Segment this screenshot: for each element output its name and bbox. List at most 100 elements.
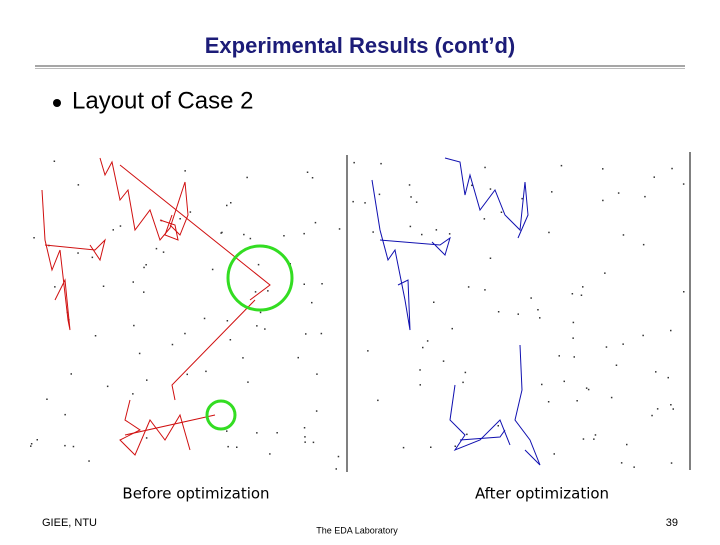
layout-dot — [189, 211, 192, 213]
layout-dot — [585, 387, 588, 389]
layout-dot — [77, 252, 79, 254]
layout-dot — [602, 168, 604, 170]
layout-dot — [230, 202, 232, 204]
layout-dot — [367, 350, 369, 352]
layout-dot — [672, 408, 674, 410]
layout-dot — [184, 332, 186, 335]
layout-dot — [541, 383, 543, 386]
layout-dot — [315, 410, 318, 412]
net — [379, 236, 451, 256]
net — [171, 299, 256, 401]
net — [99, 157, 189, 242]
layout-dot — [571, 293, 574, 295]
layout-dot — [145, 264, 147, 266]
layout-dot — [119, 225, 122, 227]
layout-dot — [430, 446, 432, 448]
layout-dot — [380, 162, 382, 165]
layout-dot — [622, 343, 624, 345]
layout-dot — [303, 283, 305, 285]
layout-dot — [433, 301, 435, 303]
layout-dot — [377, 399, 379, 402]
layout-dot — [64, 413, 66, 416]
footer-center: The EDA Laboratory — [316, 525, 398, 535]
layout-dot — [145, 437, 148, 439]
net — [371, 179, 411, 331]
layout-dot — [622, 234, 625, 236]
layout-dot — [644, 195, 646, 198]
layout-dot — [143, 266, 145, 269]
layout-dot — [602, 199, 604, 202]
layout-dot — [304, 436, 306, 438]
layout-dot — [264, 328, 266, 330]
layout-dot — [605, 346, 608, 348]
layout-dot — [521, 197, 523, 200]
layout-dot — [372, 231, 374, 233]
layout-dot — [337, 455, 340, 458]
layout-dot — [573, 356, 575, 358]
layout-dot — [33, 237, 35, 239]
layout-dot — [72, 445, 75, 448]
layout-dot — [70, 373, 72, 375]
layout-dot — [530, 297, 532, 299]
layout-dot — [143, 291, 145, 293]
layout-dot — [226, 204, 228, 207]
layout-dot — [184, 170, 186, 172]
layout-dot — [335, 468, 337, 470]
layout-dot — [138, 352, 141, 355]
layout-dot — [582, 286, 584, 288]
layout-dot — [226, 430, 228, 432]
layout-dot — [547, 401, 550, 403]
layout-dot — [276, 432, 278, 434]
layout-dot — [171, 343, 174, 346]
layout-dot — [610, 396, 613, 399]
layout-dot — [243, 233, 245, 236]
layout-dot — [435, 229, 438, 231]
layout-dot — [249, 237, 252, 240]
layout-dot — [352, 200, 354, 203]
layout-dot — [422, 346, 424, 349]
layout-dot — [653, 176, 655, 178]
layout-dot — [402, 446, 405, 449]
layout-dot — [442, 360, 445, 362]
layout-dot — [269, 453, 271, 455]
layout-dot — [88, 460, 90, 462]
layout-dot — [321, 283, 323, 285]
net — [449, 384, 511, 452]
layout-dot — [256, 325, 258, 327]
layout-dot — [53, 160, 56, 162]
layout-dot — [314, 221, 317, 224]
layout-dot — [683, 291, 685, 293]
net — [41, 189, 71, 331]
layout-dot — [132, 393, 134, 395]
net — [119, 399, 191, 456]
net — [459, 429, 506, 441]
layout-dot — [500, 211, 503, 213]
net — [44, 238, 106, 262]
layout-dot — [594, 434, 597, 436]
layout-dot — [667, 376, 669, 379]
layout-dot — [551, 191, 553, 193]
layout-dot — [537, 309, 539, 311]
layout-dot — [46, 398, 48, 400]
layout-dot — [426, 340, 429, 342]
layout-dot — [246, 176, 248, 179]
layout-dot — [483, 218, 486, 220]
layout-dot — [242, 357, 244, 359]
layout-dot — [236, 446, 238, 448]
layout-dot — [655, 371, 657, 373]
layout-dot — [419, 369, 421, 371]
layout-dot — [94, 335, 97, 337]
layout-dot — [471, 184, 473, 187]
highlight-circle — [226, 244, 294, 312]
net — [124, 414, 216, 436]
layout-dot — [408, 184, 411, 186]
layout-dot — [553, 453, 555, 455]
layout-before — [41, 157, 271, 456]
layout-dot — [303, 427, 306, 429]
slide-title: Experimental Results (cont’d) — [205, 33, 516, 58]
layout-dot — [572, 321, 575, 324]
layout-dot — [563, 380, 565, 383]
layout-dot — [133, 324, 135, 327]
layout-dot — [257, 263, 260, 266]
